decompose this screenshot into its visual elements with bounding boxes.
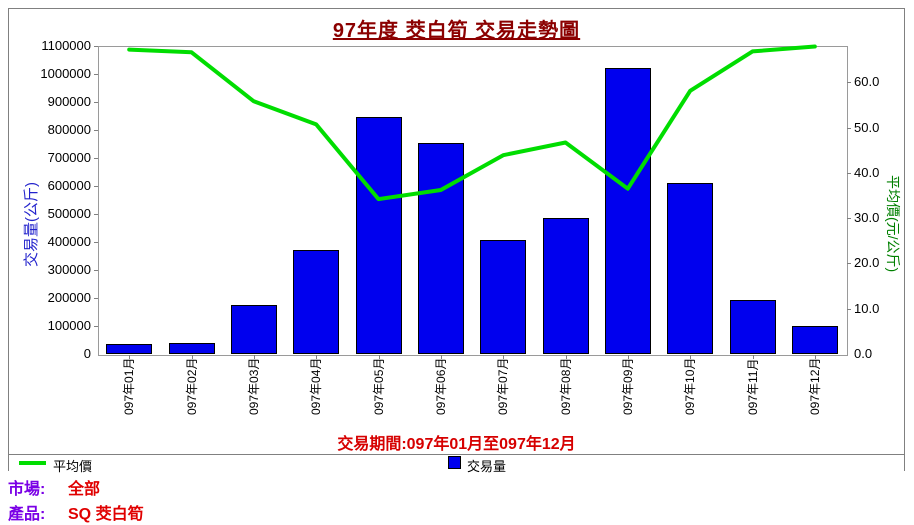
x-axis-label: 097年11月	[745, 358, 760, 415]
x-axis-tick	[565, 355, 567, 359]
volume-bar	[168, 342, 215, 354]
x-axis-label: 097年06月	[433, 357, 448, 415]
x-axis-tick	[627, 355, 629, 359]
left-axis-tick-label: 500000	[47, 206, 91, 221]
plot-area	[98, 46, 848, 356]
legend-label-price: 平均價	[53, 459, 93, 474]
right-axis-tick	[847, 127, 851, 129]
product-value: SQ 茭白筍	[68, 506, 144, 523]
left-axis-tick	[94, 158, 98, 159]
x-axis-tick	[316, 355, 318, 359]
x-axis-label: 097年05月	[371, 357, 386, 415]
left-axis-tick-label: 400000	[47, 234, 91, 249]
right-axis-tick-label: 20.0	[854, 255, 880, 271]
volume-bar	[417, 142, 464, 354]
x-axis-tick	[378, 355, 380, 359]
left-axis-tick	[94, 298, 98, 299]
chart-title: 97年度 茭白筍 交易走勢圖	[332, 20, 581, 42]
volume-bar	[230, 304, 277, 354]
x-axis-label: 097年02月	[184, 357, 199, 415]
x-axis-label: 097年07月	[496, 357, 511, 415]
left-axis-tick-label: 100000	[47, 318, 91, 333]
left-axis-tick-label: 1100000	[41, 38, 91, 53]
volume-bar	[106, 343, 153, 354]
left-axis-tick	[94, 326, 98, 327]
line-swatch-icon	[19, 461, 46, 465]
x-axis-label: 097年08月	[558, 357, 573, 415]
left-axis-tick-label: 1000000	[40, 66, 91, 81]
x-axis-tick	[440, 355, 442, 359]
left-axis-tick-label: 600000	[47, 178, 91, 193]
right-axis-tick	[847, 82, 851, 84]
legend-label-volume: 交易量	[467, 459, 507, 474]
x-axis-tick	[752, 355, 754, 359]
x-axis-label: 097年01月	[122, 357, 137, 415]
box-swatch-icon	[448, 456, 461, 469]
period-note: 交易期間:097年01月至097年12月	[337, 436, 576, 453]
left-axis-tick-label: 700000	[47, 150, 91, 165]
x-axis-label: 097年12月	[807, 357, 822, 415]
left-axis-tick	[94, 186, 98, 187]
x-axis-tick	[690, 355, 692, 359]
left-axis-tick-label: 800000	[47, 122, 91, 137]
right-axis-tick	[847, 172, 851, 174]
x-axis-tick	[503, 355, 505, 359]
x-axis-label: 097年10月	[683, 357, 698, 415]
legend: 平均價 交易量	[9, 454, 904, 474]
x-axis-tick	[253, 355, 255, 359]
right-axis-tick-label: 0.0	[854, 346, 873, 361]
left-axis-tick	[94, 74, 98, 75]
x-axis-tick	[814, 355, 816, 359]
x-axis-tick	[129, 355, 131, 359]
right-axis-tick-label: 60.0	[854, 74, 880, 90]
right-axis-tick-label: 50.0	[854, 119, 880, 135]
chart-frame: 97年度 茭白筍 交易走勢圖 交易量(公斤) 平均價(元/公斤) 0 100000…	[8, 8, 905, 474]
right-axis-tick-label: 30.0	[854, 210, 880, 226]
left-axis-tick	[94, 214, 98, 215]
left-axis-title: 交易量(公斤)	[23, 182, 40, 267]
volume-bar	[542, 217, 589, 354]
price-line-layer	[127, 44, 817, 202]
volume-bar	[729, 299, 776, 354]
right-axis-tick	[847, 263, 851, 265]
volume-bar	[293, 250, 340, 354]
market-value: 全部	[68, 481, 101, 498]
left-axis-tick-label: 0	[83, 346, 91, 361]
volume-bar	[791, 326, 838, 354]
left-axis-tick	[94, 242, 98, 243]
volume-bar	[480, 240, 527, 354]
left-axis-tick	[94, 130, 98, 131]
volume-bar	[604, 68, 651, 354]
volume-bar	[667, 182, 714, 354]
right-axis-tick-label: 40.0	[854, 164, 880, 180]
left-axis-tick	[94, 46, 98, 47]
x-axis-tick	[191, 355, 193, 359]
left-axis-tick-label: 200000	[47, 290, 91, 305]
product-label: 產品:	[8, 506, 46, 523]
x-axis-label: 097年09月	[620, 357, 635, 415]
market-label: 市場:	[8, 481, 46, 498]
left-axis-tick	[94, 270, 98, 271]
x-axis-label: 097年04月	[309, 357, 324, 415]
volume-bar	[355, 116, 402, 354]
left-axis-tick-label: 300000	[47, 262, 91, 277]
right-axis-tick	[847, 308, 851, 310]
left-axis-tick	[94, 102, 98, 103]
right-axis-tick-label: 10.0	[854, 300, 880, 316]
left-axis-tick-label: 900000	[47, 94, 91, 109]
x-axis-label: 097年03月	[246, 357, 261, 415]
price-line	[127, 44, 817, 202]
right-axis-tick	[847, 218, 851, 220]
